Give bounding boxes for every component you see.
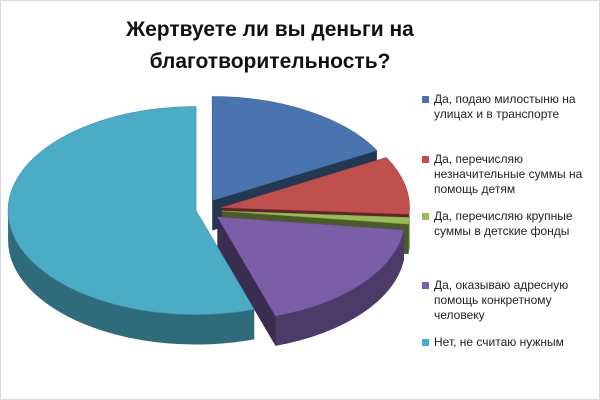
legend-label-2-line-1: Да, перечисляю [434, 152, 524, 166]
legend-item-2: Да, перечисляю незначительные суммы на пом… [422, 152, 598, 197]
legend-label-1-line-2: улицах и в транспорте [434, 107, 560, 121]
legend-swatch-5 [422, 339, 429, 346]
legend-label-4-line-3: человеку [434, 308, 485, 322]
legend-swatch-2 [422, 156, 429, 163]
legend-label-1-line-1: Да, подаю милостыню на [434, 92, 576, 106]
pie-slice-5 [7, 106, 255, 315]
pie-slice-1 [211, 96, 378, 201]
legend-item-4: Да, оказываю адресную помощь конкретному ч… [422, 278, 598, 323]
pie-slice-4 [216, 216, 405, 317]
legend-item-5: Нет, не считаю нужным [422, 335, 598, 350]
chart-title: Жертвуете ли вы деньги на благотворитель… [60, 14, 480, 78]
legend-label-5: Нет, не считаю нужным [434, 335, 564, 350]
chart-title-line-2: благотворительность? [149, 50, 391, 73]
pie-slice-2 [221, 157, 410, 215]
legend-label-2: Да, перечисляю незначительные суммы на пом… [434, 152, 582, 197]
legend-swatch-1 [422, 96, 429, 103]
legend-label-4-line-1: Да, оказываю адресную [434, 278, 569, 292]
legend-label-3-line-2: суммы в детские фонды [434, 224, 570, 238]
pie-slice-3 [221, 210, 410, 225]
legend-label-5-line-1: Нет, не считаю нужным [434, 335, 564, 349]
legend-swatch-4 [422, 282, 429, 289]
legend-label-3: Да, перечисляю крупные суммы в детские фо… [434, 209, 573, 239]
legend-item-1: Да, подаю милостыню на улицах и в транспо… [422, 92, 598, 122]
legend-label-4: Да, оказываю адресную помощь конкретному ч… [434, 278, 568, 323]
legend-label-3-line-1: Да, перечисляю крупные [434, 209, 573, 223]
legend-label-2-line-3: помощь детям [434, 182, 516, 196]
chart-title-line-1: Жертвуете ли вы деньги на [126, 18, 414, 41]
legend-label-2-line-2: незначительные суммы на [434, 167, 583, 181]
legend-swatch-3 [422, 213, 429, 220]
legend-label-4-line-2: помощь конкретному [434, 293, 552, 307]
legend-item-3: Да, перечисляю крупные суммы в детские фо… [422, 209, 598, 239]
legend-label-1: Да, подаю милостыню на улицах и в транспо… [434, 92, 576, 122]
